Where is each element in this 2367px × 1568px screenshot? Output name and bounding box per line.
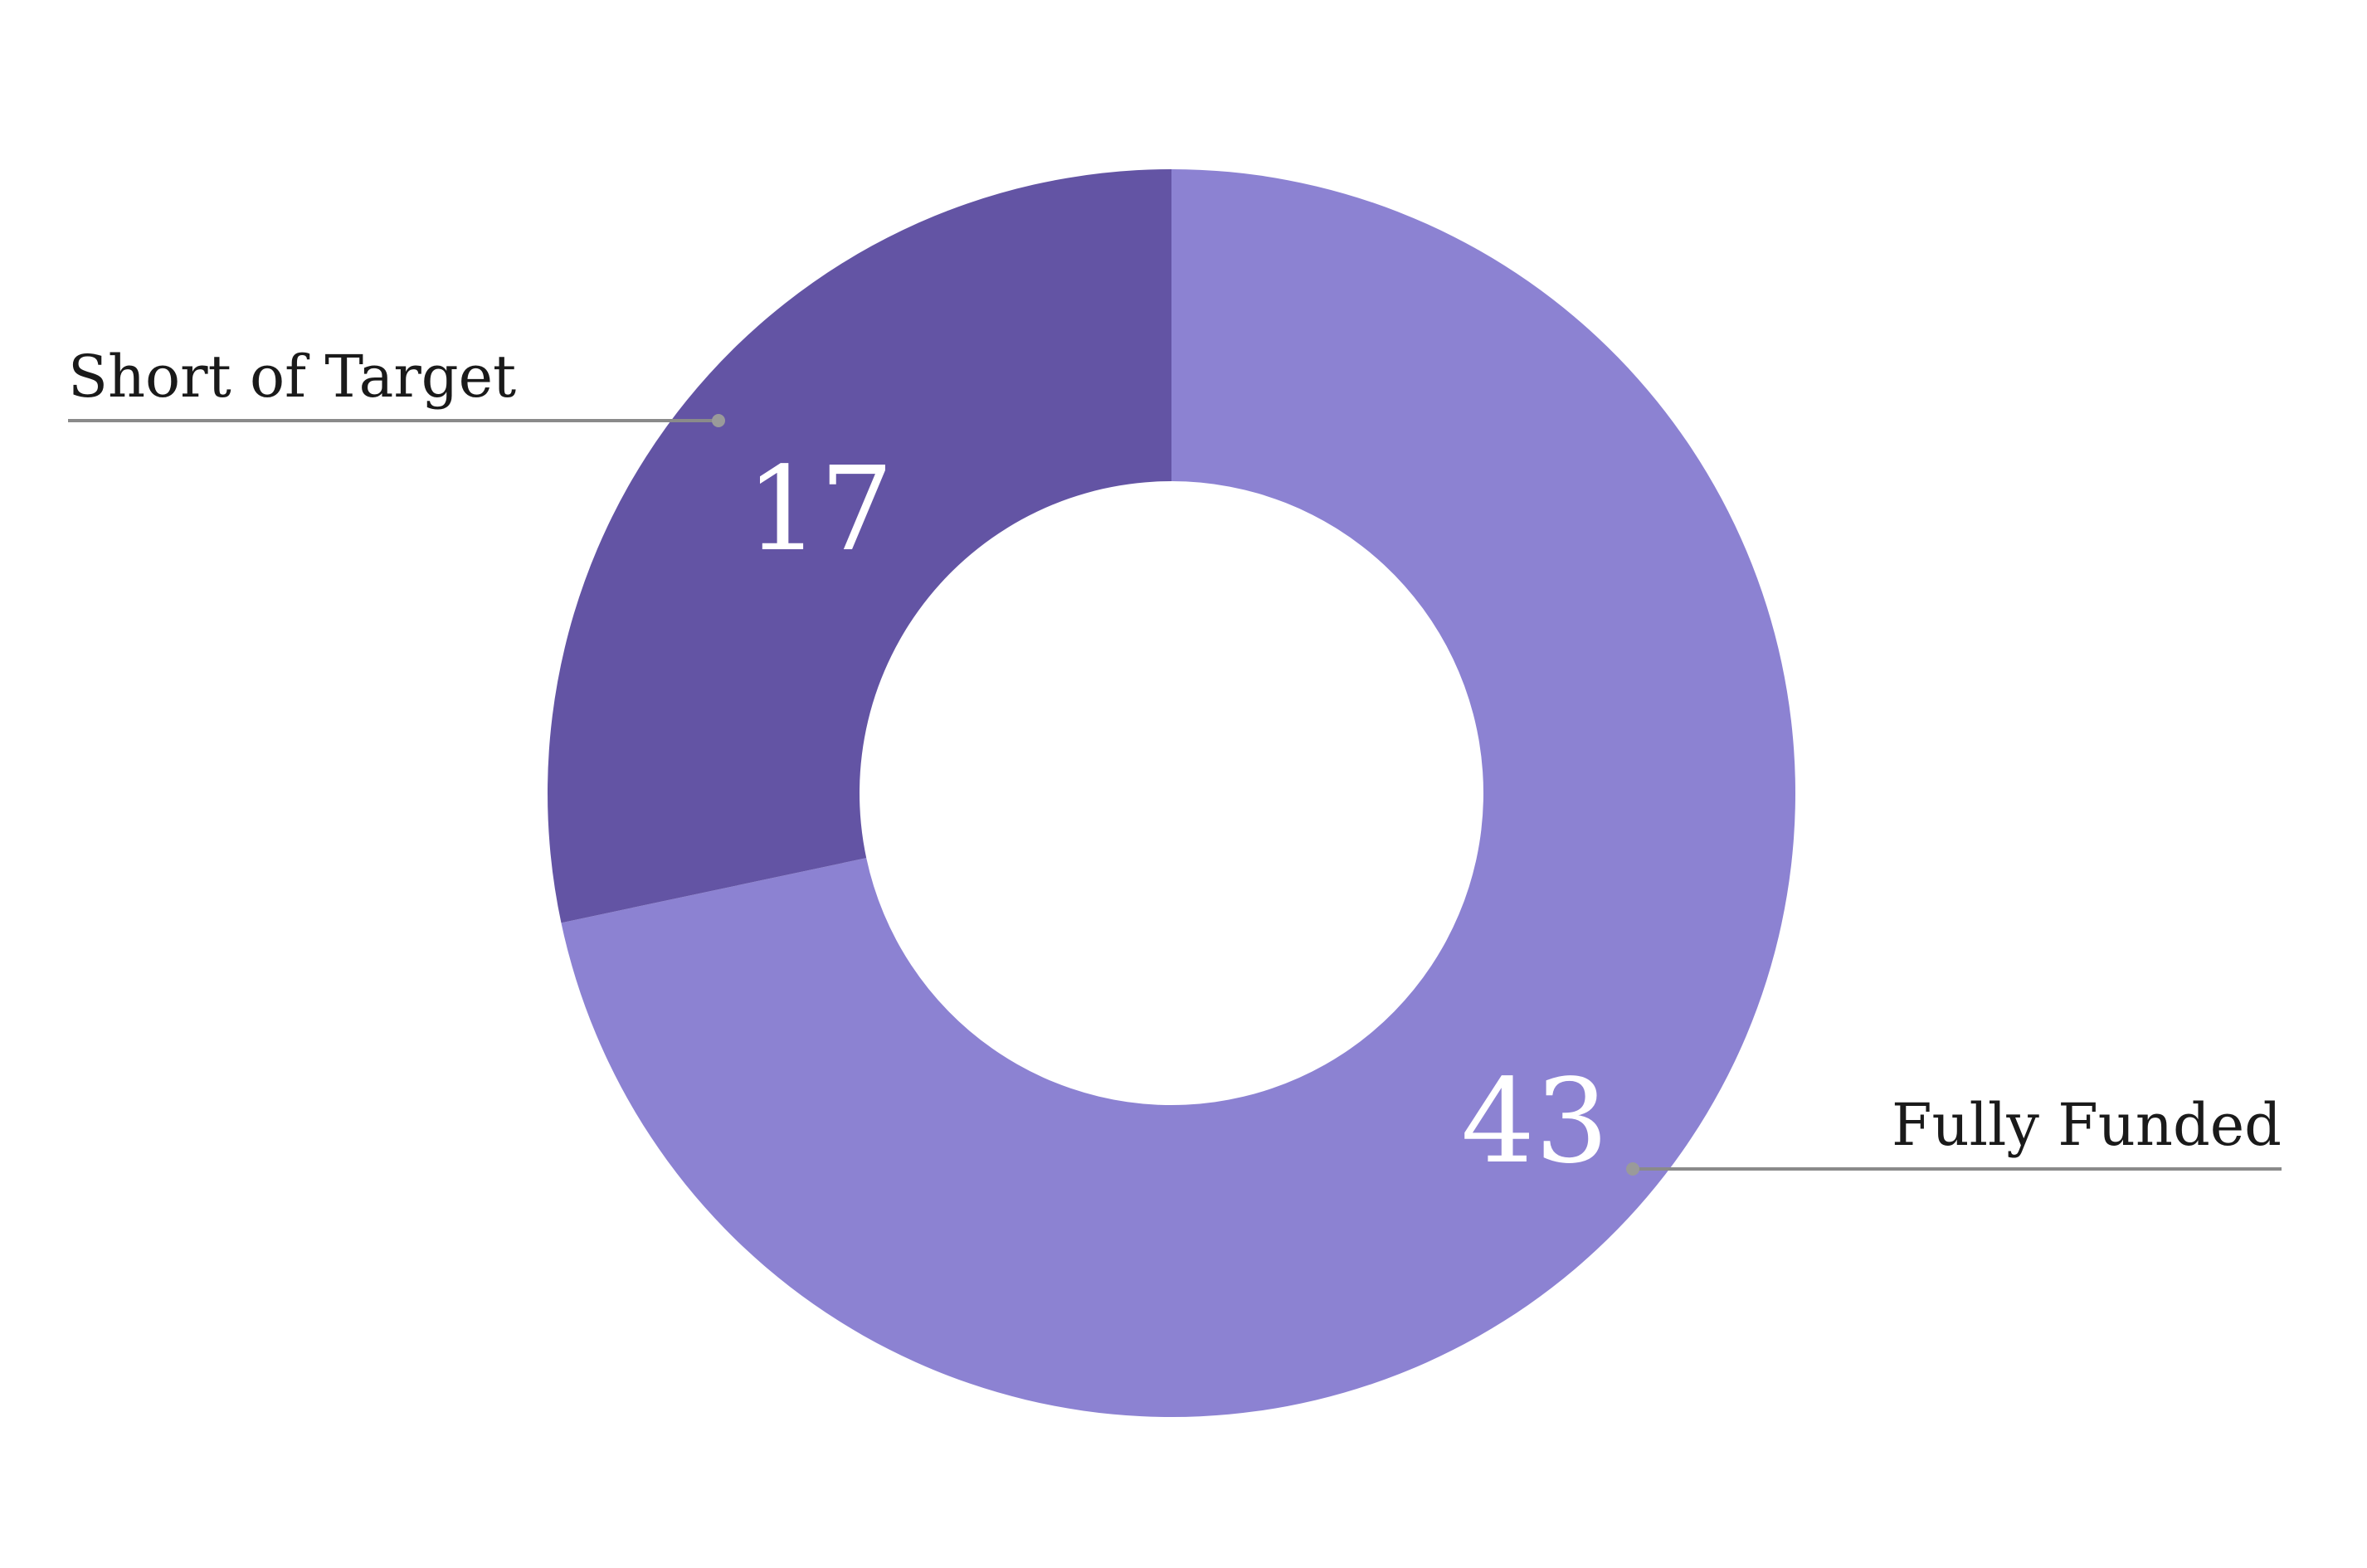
category-label-fully-funded: Fully Funded: [1892, 1091, 2282, 1159]
value-label-fully-funded: 43: [1461, 1054, 1609, 1190]
leader-dot-fully-funded: [1626, 1162, 1639, 1176]
slice-fully-funded: [561, 169, 1795, 1417]
slices-group: [547, 169, 1795, 1417]
slice-short-of-target: [547, 169, 1171, 923]
category-label-short-of-target: Short of Target: [68, 343, 516, 411]
leader-dot-short-of-target: [712, 414, 725, 427]
leader-lines-group: [68, 414, 2282, 1176]
value-label-short-of-target: 17: [746, 442, 894, 577]
